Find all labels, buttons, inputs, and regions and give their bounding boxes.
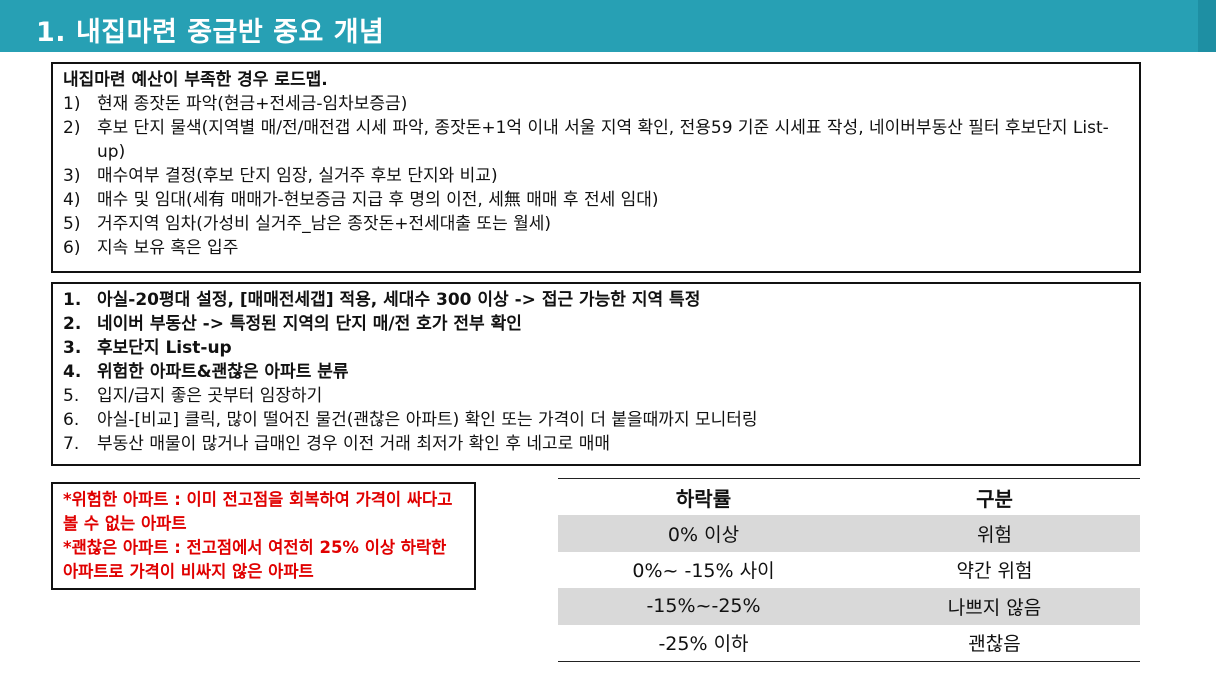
list-item: 1) 현재 종잣돈 파악(현금+전세금-임차보증금) [63,92,1129,116]
list-item: 5. 입지/급지 좋은 곳부터 임장하기 [63,384,1129,408]
table-header-row: 하락률 구분 [558,479,1140,515]
column-header: 구분 [976,486,1013,511]
item-number: 7. [63,434,80,454]
table-row: 0%~ -15% 사이 약간 위험 [558,552,1140,589]
table-cell: -15%~-25% [646,595,761,618]
item-number: 5. [63,386,80,406]
title-accent [1198,0,1216,52]
item-number: 3. [63,338,82,358]
table-cell: 괜찮음 [968,633,1021,656]
item-number: 1) [63,94,81,114]
table-cell: 약간 위험 [956,560,1033,583]
steps-box: 1. 아실-20평대 설정, [매매전세갭] 적용, 세대수 300 이상 -> … [51,282,1141,466]
item-text: 지속 보유 혹은 입주 [97,238,239,258]
list-item: 2. 네이버 부동산 -> 특정된 지역의 단지 매/전 호가 전부 확인 [63,312,1129,336]
item-text: 위험한 아파트&괜찮은 아파트 분류 [97,362,349,382]
list-item: 5) 거주지역 임차(가성비 실거주_남은 종잣돈+전세대출 또는 월세) [63,212,1129,236]
page-title: 1. 내집마련 중급반 중요 개념 [36,17,385,48]
table-cell: 위험 [977,523,1012,546]
table-row: 0% 이상 위험 [558,515,1140,552]
item-number: 3) [63,166,81,186]
list-item: 6. 아실-[비교] 클릭, 많이 떨어진 물건(괜찮은 아파트) 확인 또는 가… [63,408,1129,432]
roadmap-heading: 내집마련 예산이 부족한 경우 로드맵. [63,70,328,90]
item-number: 5) [63,214,81,234]
item-text: 네이버 부동산 -> 특정된 지역의 단지 매/전 호가 전부 확인 [97,314,522,334]
table-cell: 0% 이상 [667,523,740,546]
note-risky-definition: *위험한 아파트 : 이미 전고점을 회복하여 가격이 싸다고 볼 수 없는 아… [63,490,453,533]
item-text: 아실-[비교] 클릭, 많이 떨어진 물건(괜찮은 아파트) 확인 또는 가격이… [97,410,758,430]
note-ok-definition: *괜찮은 아파트 : 전고점에서 여전히 25% 이상 하락한 아파트로 가격이… [63,538,447,581]
item-text: 후보 단지 물색(지역별 매/전/매전갭 시세 파악, 종잣돈+1억 이내 서울… [97,118,1109,162]
list-item: 3) 매수여부 결정(후보 단지 임장, 실거주 후보 단지와 비교) [63,164,1129,188]
decline-table: 하락률 구분 0% 이상 위험 0%~ -15% 사이 약간 위험 -15%~-… [558,478,1140,662]
roadmap-box: 내집마련 예산이 부족한 경우 로드맵. 1) 현재 종잣돈 파악(현금+전세금-… [51,62,1141,273]
item-text: 후보단지 List-up [97,338,232,358]
item-text: 거주지역 임차(가성비 실거주_남은 종잣돈+전세대출 또는 월세) [97,214,552,234]
table-cell: -25% 이하 [658,633,749,656]
table-cell: 나쁘지 않음 [947,596,1042,619]
item-text: 매수여부 결정(후보 단지 임장, 실거주 후보 단지와 비교) [97,166,498,186]
item-number: 6) [63,238,81,258]
list-item: 6) 지속 보유 혹은 입주 [63,236,1129,260]
list-item: 4. 위험한 아파트&괜찮은 아파트 분류 [63,360,1129,384]
table-cell: 0%~ -15% 사이 [632,560,775,583]
table-row: -15%~-25% 나쁘지 않음 [558,588,1140,625]
item-number: 1. [63,290,82,310]
table-row: -25% 이하 괜찮음 [558,625,1140,662]
roadmap-list: 1) 현재 종잣돈 파악(현금+전세금-임차보증금) 2) 후보 단지 물색(지역별… [63,92,1129,260]
item-text: 부동산 매물이 많거나 급매인 경우 이전 거래 최저가 확인 후 네고로 매매 [97,434,611,454]
item-number: 2. [63,314,82,334]
list-item: 1. 아실-20평대 설정, [매매전세갭] 적용, 세대수 300 이상 -> … [63,288,1129,312]
item-text: 입지/급지 좋은 곳부터 임장하기 [97,386,323,406]
title-bar: 1. 내집마련 중급반 중요 개념 [0,0,1216,52]
list-item: 2) 후보 단지 물색(지역별 매/전/매전갭 시세 파악, 종잣돈+1억 이내 … [63,116,1129,164]
item-text: 현재 종잣돈 파악(현금+전세금-임차보증금) [97,94,408,114]
item-number: 4) [63,190,81,210]
item-text: 매수 및 임대(세有 매매가-현보증금 지급 후 명의 이전, 세無 매매 후 … [97,190,659,210]
item-number: 2) [63,118,81,138]
item-number: 6. [63,410,80,430]
list-item: 4) 매수 및 임대(세有 매매가-현보증금 지급 후 명의 이전, 세無 매매 … [63,188,1129,212]
steps-list: 1. 아실-20평대 설정, [매매전세갭] 적용, 세대수 300 이상 -> … [63,288,1129,456]
list-item: 7. 부동산 매물이 많거나 급매인 경우 이전 거래 최저가 확인 후 네고로 … [63,432,1129,456]
list-item: 3. 후보단지 List-up [63,336,1129,360]
definition-note: *위험한 아파트 : 이미 전고점을 회복하여 가격이 싸다고 볼 수 없는 아… [51,482,476,590]
column-header: 하락률 [675,486,732,511]
item-text: 아실-20평대 설정, [매매전세갭] 적용, 세대수 300 이상 -> 접근… [97,290,701,310]
item-number: 4. [63,362,82,382]
